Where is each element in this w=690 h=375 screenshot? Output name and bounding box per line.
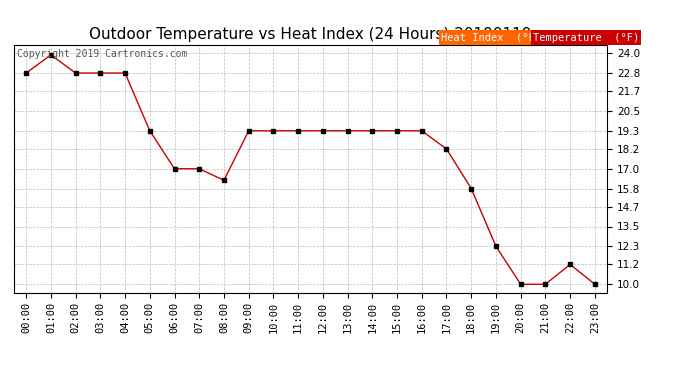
Text: Copyright 2019 Cartronics.com: Copyright 2019 Cartronics.com [17,49,187,59]
Title: Outdoor Temperature vs Heat Index (24 Hours) 20190119: Outdoor Temperature vs Heat Index (24 Ho… [89,27,532,42]
Text: Temperature  (°F): Temperature (°F) [533,33,639,42]
Text: Heat Index  (°F): Heat Index (°F) [441,33,541,42]
